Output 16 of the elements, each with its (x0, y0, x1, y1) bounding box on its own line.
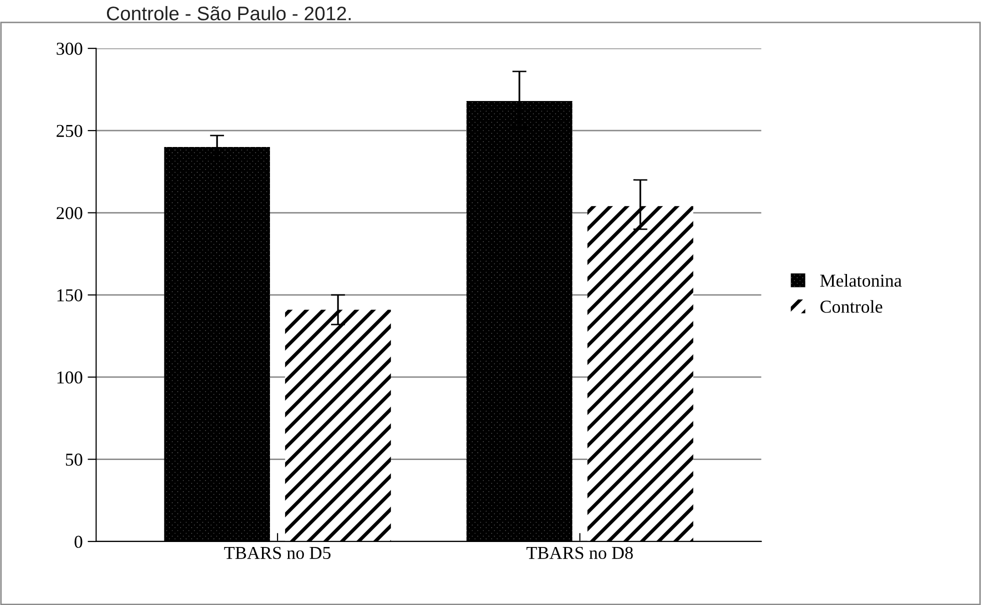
y-tick-label: 50 (66, 454, 82, 466)
y-tick-label: 0 (74, 536, 82, 548)
legend-label: Melatonina (820, 274, 902, 287)
y-tick-label: 150 (57, 289, 82, 302)
x-tick-label: TBARS no D5 (224, 546, 330, 560)
legend-label: Controle (820, 300, 882, 313)
y-tick-label: 300 (56, 42, 82, 55)
y-tick-label: 200 (56, 207, 82, 220)
y-tick-label: 250 (56, 124, 82, 138)
bar (164, 147, 270, 542)
chart-title: Controle - São Paulo - 2012. (106, 6, 351, 20)
bar (466, 100, 572, 542)
bar (285, 310, 391, 542)
y-tick-label: 100 (57, 371, 82, 384)
bar (587, 206, 694, 542)
x-tick-label: TBARS no D8 (526, 546, 633, 560)
